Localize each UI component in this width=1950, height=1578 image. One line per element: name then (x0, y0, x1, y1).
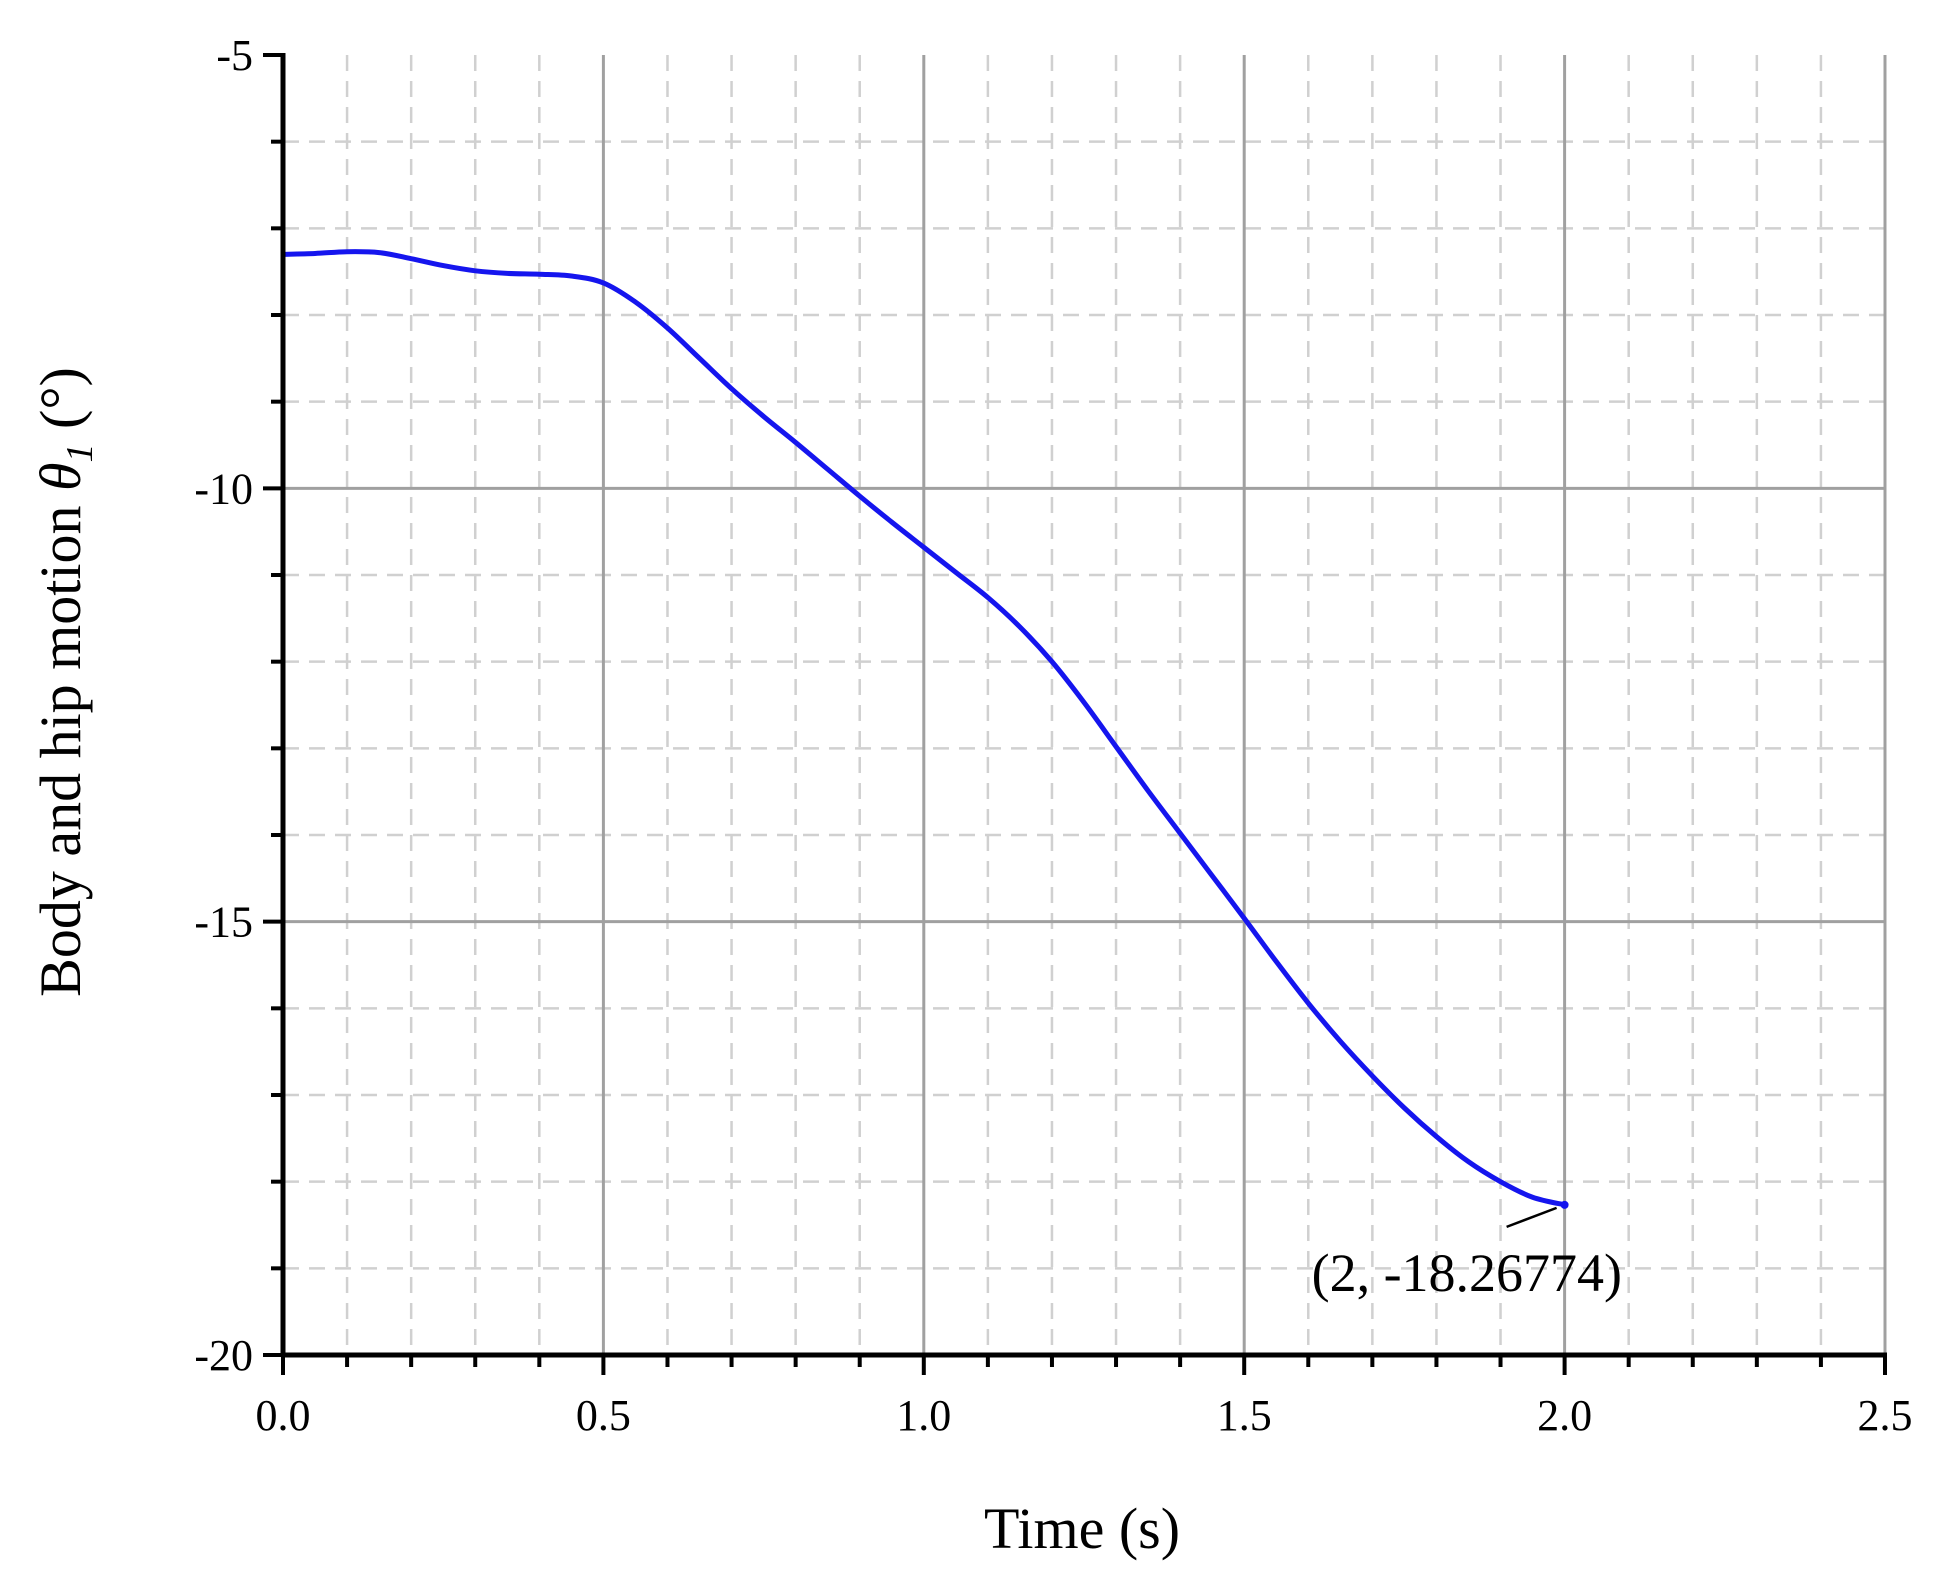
annotation-label: (2, -18.26774) (1312, 1243, 1622, 1303)
major-grid (283, 55, 1887, 1355)
annotation-leader (1506, 1206, 1558, 1229)
y-tick-label: -5 (216, 31, 253, 80)
y-tick-label: -10 (194, 464, 253, 513)
y-axis-title-subscript: 1 (59, 443, 101, 462)
x-tick-label: 0.0 (256, 1391, 311, 1440)
x-axis-title: Time (s) (984, 1496, 1180, 1561)
y-axis-title-symbol: θ (28, 462, 93, 491)
x-tick-label: 0.5 (576, 1391, 631, 1440)
x-tick-label: 1.0 (896, 1391, 951, 1440)
tick-labels: 0.0 0.5 1.0 1.5 2.0 2.5 -5 -10 -15 -20 (194, 31, 1912, 1440)
x-tick-label: 1.5 (1217, 1391, 1272, 1440)
annotation-point (1560, 1200, 1569, 1209)
ticks (263, 53, 1887, 1375)
y-axis-title-text: Body and hip motion (28, 491, 93, 997)
series-line (280, 249, 1568, 1208)
y-tick-label: -20 (194, 1331, 253, 1380)
y-tick-label: -15 (194, 898, 253, 947)
x-tick-label: 2.0 (1537, 1391, 1592, 1440)
y-axis-title-unit: (°) (28, 367, 93, 443)
y-axis-title: Body and hip motion θ1 (°) (28, 367, 101, 997)
x-tick-label: 2.5 (1858, 1391, 1913, 1440)
axes (280, 53, 1887, 1358)
minor-grid (283, 55, 1885, 1355)
series-layer (280, 249, 1568, 1208)
annotation-layer: (2, -18.26774) (1312, 1200, 1622, 1303)
